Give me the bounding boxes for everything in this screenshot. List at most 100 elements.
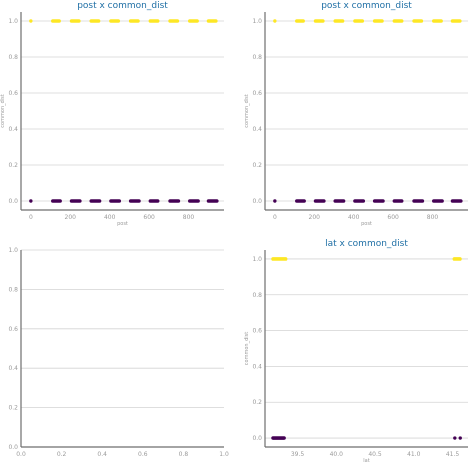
- y-tick-label: 0.8: [252, 54, 262, 61]
- y-tick-label: 1.0: [252, 18, 262, 25]
- y-tick-label: 0.0: [252, 198, 262, 205]
- y-tick-label: 1.0: [8, 247, 18, 254]
- y-tick-label: 0.4: [252, 126, 262, 133]
- data-point: [29, 199, 33, 203]
- y-tick-label: 0.4: [8, 365, 18, 372]
- data-point-cluster: [188, 199, 200, 203]
- data-point-cluster: [353, 199, 366, 203]
- data-point-cluster: [353, 19, 365, 23]
- data-point-cluster: [372, 199, 385, 203]
- y-tick-label: 0.8: [252, 292, 262, 299]
- y-tick-label: 0.6: [252, 328, 262, 335]
- data-point: [273, 199, 277, 203]
- x-tick-label: 0: [273, 214, 277, 221]
- data-point-cluster: [452, 257, 462, 261]
- x-axis-label: post: [361, 221, 372, 227]
- x-tick-label: 0.8: [179, 451, 189, 458]
- y-tick-label: 0.4: [8, 126, 18, 133]
- y-tick-label: 0.6: [252, 90, 262, 97]
- chart-panel-1: 0.0 0.2 0.4 0.6 0.8 1.0 0 200 400 600 800 post x co…: [0, 1, 224, 227]
- data-point-cluster: [69, 199, 82, 203]
- x-tick-label: 800: [183, 214, 195, 221]
- data-point-cluster: [148, 199, 160, 203]
- data-point-cluster: [109, 199, 122, 203]
- data-point-cluster: [295, 19, 305, 23]
- data-point-cluster: [128, 199, 141, 203]
- data-point-cluster: [109, 19, 121, 23]
- data-point-cluster: [271, 257, 288, 261]
- y-tick-label: 0.0: [8, 444, 18, 451]
- y-tick-label: 0.2: [252, 399, 262, 406]
- data-point-cluster: [168, 19, 180, 23]
- y-axis-label: common_dist: [244, 94, 250, 127]
- y-axis-label: common_dist: [0, 94, 6, 127]
- x-tick-label: 40.0: [330, 451, 344, 458]
- y-tick-label: 0.2: [8, 405, 18, 412]
- x-tick-label: 0.2: [57, 451, 67, 458]
- x-tick-label: 200: [65, 214, 77, 221]
- data-point-cluster: [51, 19, 61, 23]
- y-tick-label: 0.4: [252, 363, 262, 370]
- data-point-cluster: [412, 19, 424, 23]
- x-tick-label: 600: [143, 214, 155, 221]
- chart-panel-4: 0.0 0.2 0.4 0.6 0.8 1.0 39.5 40.0 40.5 41.0 41.5 la…: [244, 239, 468, 463]
- data-point-cluster: [128, 19, 140, 23]
- x-tick-label: 40.5: [368, 451, 382, 458]
- chart-panel-2: 0.0 0.2 0.4 0.6 0.8 1.0 0 200 400 600 800 post x co…: [244, 1, 468, 227]
- y-tick-label: 0.2: [252, 162, 262, 169]
- data-point-cluster: [89, 199, 102, 203]
- data-point-cluster: [271, 436, 286, 440]
- data-point-cluster: [89, 19, 101, 23]
- x-tick-label: 1.0: [219, 451, 229, 458]
- data-point-cluster: [313, 19, 325, 23]
- data-point-cluster: [206, 19, 218, 23]
- data-point-cluster: [295, 199, 306, 203]
- y-tick-label: 1.0: [252, 256, 262, 263]
- data-point-cluster: [51, 199, 62, 203]
- data-point-cluster: [372, 19, 384, 23]
- data-point: [273, 19, 277, 23]
- y-tick-label: 0.0: [8, 198, 18, 205]
- x-tick-label: 0.0: [16, 451, 26, 458]
- data-point-cluster: [432, 199, 444, 203]
- data-point-cluster: [333, 199, 346, 203]
- x-tick-label: 0: [29, 214, 33, 221]
- data-point-cluster: [450, 199, 463, 203]
- x-tick-label: 41.5: [446, 451, 460, 458]
- x-tick-label: 0.6: [138, 451, 148, 458]
- data-point-cluster: [432, 19, 443, 23]
- y-tick-label: 0.8: [8, 54, 18, 61]
- data-point-cluster: [313, 199, 326, 203]
- x-axis-label: post: [117, 221, 128, 227]
- y-tick-label: 0.2: [8, 162, 18, 169]
- y-tick-label: 0.0: [252, 435, 262, 442]
- x-tick-label: 800: [427, 214, 439, 221]
- data-point-cluster: [206, 199, 219, 203]
- data-point-cluster: [168, 199, 181, 203]
- data-point-cluster: [188, 19, 199, 23]
- data-point: [458, 436, 462, 440]
- data-point-cluster: [333, 19, 345, 23]
- x-tick-label: 400: [348, 214, 360, 221]
- y-tick-label: 0.6: [8, 90, 18, 97]
- data-point-cluster: [450, 19, 462, 23]
- chart-title: post x common_dist: [77, 1, 168, 11]
- data-point-cluster: [69, 19, 81, 23]
- data-point: [29, 19, 33, 23]
- x-tick-label: 400: [104, 214, 116, 221]
- chart-panel-3: 0.0 0.2 0.4 0.6 0.8 1.0 0.0 0.2 0.4 0.6 0.8 1.0: [8, 247, 228, 458]
- data-point: [453, 436, 457, 440]
- data-point-cluster: [148, 19, 160, 23]
- data-point-cluster: [392, 19, 404, 23]
- y-axis-label: common_dist: [244, 332, 250, 365]
- chart-title: lat x common_dist: [325, 239, 408, 249]
- data-point-cluster: [412, 199, 425, 203]
- x-tick-label: 600: [387, 214, 399, 221]
- x-tick-label: 39.5: [291, 451, 305, 458]
- data-point-cluster: [392, 199, 404, 203]
- x-tick-label: 0.4: [97, 451, 107, 458]
- y-tick-label: 0.8: [8, 286, 18, 293]
- x-axis-label: lat: [363, 458, 369, 463]
- chart-title: post x common_dist: [321, 1, 412, 11]
